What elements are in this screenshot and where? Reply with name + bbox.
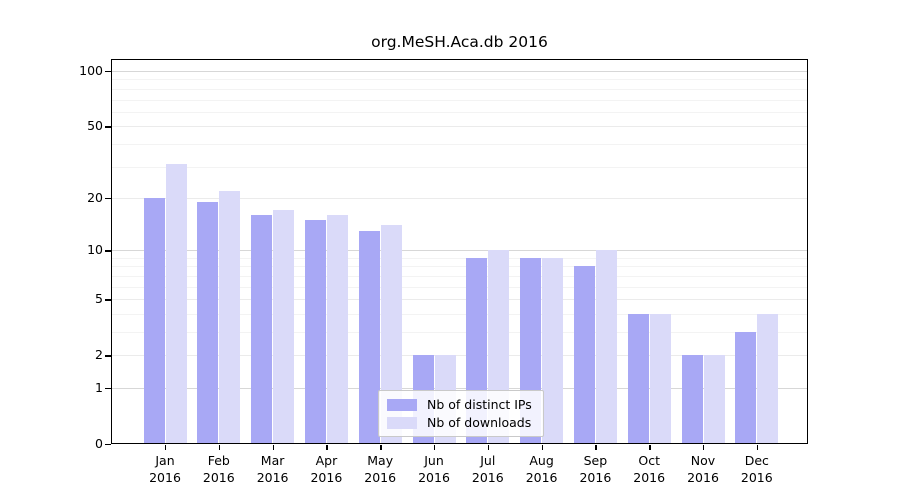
x-tick-apr	[326, 445, 328, 450]
y-tick-label-5: 5	[95, 291, 103, 307]
x-tick-may	[380, 445, 382, 450]
bar-downloads-dec	[757, 313, 779, 444]
legend-swatch-distinct-ips	[387, 398, 417, 411]
bar-distinct-ips-apr	[304, 219, 326, 444]
y-tick-100	[105, 71, 111, 73]
legend-swatch-downloads	[387, 416, 417, 429]
y-tick-0	[105, 444, 111, 446]
gridline-4	[111, 313, 808, 315]
x-tick-label-may: May 2016	[364, 453, 397, 485]
y-tick-label-20: 20	[87, 189, 103, 205]
gridline-1	[111, 388, 808, 389]
bar-downloads-nov	[703, 355, 725, 444]
legend-label-downloads: Nb of downloads	[427, 415, 532, 430]
x-tick-sep	[595, 445, 597, 450]
y-tick-20	[105, 197, 111, 200]
x-tick-label-jan: Jan 2016	[149, 453, 181, 485]
bar-distinct-ips-may	[358, 230, 380, 444]
gridline-60	[111, 111, 808, 113]
bar-downloads-jan	[165, 163, 187, 444]
legend-item-downloads: Nb of downloads	[387, 415, 543, 430]
bars-layer	[111, 59, 808, 444]
y-tick-label-100: 100	[79, 63, 103, 78]
gridline-10	[111, 250, 808, 252]
gridline-5	[111, 299, 808, 301]
gridline-7	[111, 275, 808, 277]
gridline-6	[111, 286, 808, 288]
gridline-2	[111, 355, 808, 357]
x-tick-oct	[649, 445, 651, 450]
x-tick-label-apr: Apr 2016	[310, 453, 343, 485]
x-tick-label-mar: Mar 2016	[256, 453, 289, 485]
bar-distinct-ips-dec	[735, 332, 757, 444]
x-tick-label-sep: Sep 2016	[579, 453, 612, 485]
x-tick-label-jun: Jun 2016	[418, 453, 450, 485]
gridline-9	[111, 257, 808, 259]
x-tick-label-oct: Oct 2016	[633, 453, 666, 485]
y-tick-label-10: 10	[87, 242, 103, 258]
bar-downloads-feb	[219, 190, 241, 444]
x-tick-label-feb: Feb 2016	[202, 453, 235, 485]
x-tick-jul	[487, 445, 490, 450]
gridline-50	[111, 126, 808, 128]
bar-downloads-oct	[649, 313, 671, 444]
bar-downloads-aug	[542, 257, 564, 444]
bar-downloads-sep	[595, 250, 617, 444]
bar-distinct-ips-feb	[197, 201, 219, 444]
gridline-30	[111, 166, 808, 168]
legend: Nb of distinct IPs Nb of downloads	[378, 390, 544, 437]
y-tick-5	[105, 299, 111, 301]
gridline-80	[111, 88, 808, 90]
y-tick-label-0: 0	[95, 436, 103, 451]
bar-downloads-apr	[326, 215, 348, 444]
bar-distinct-ips-nov	[681, 355, 703, 444]
gridline-100	[111, 71, 808, 72]
gridline-40	[111, 143, 808, 145]
x-tick-aug	[541, 445, 543, 450]
x-tick-label-aug: Aug 2016	[525, 453, 558, 485]
y-tick-1	[105, 388, 111, 390]
y-tick-label-50: 50	[87, 118, 103, 134]
gridline-3	[111, 332, 808, 333]
x-tick-mar	[272, 445, 274, 450]
x-tick-jan	[165, 445, 167, 450]
plot-area	[111, 59, 808, 444]
gridline-90	[111, 79, 808, 81]
gridline-20	[111, 197, 808, 199]
legend-item-distinct-ips: Nb of distinct IPs	[387, 397, 543, 412]
chart-title: org.MeSH.Aca.db 2016	[371, 33, 548, 51]
bar-downloads-mar	[273, 210, 295, 444]
x-tick-label-nov: Nov 2016	[687, 453, 719, 485]
x-tick-label-dec: Dec 2016	[740, 453, 773, 485]
y-tick-label-1: 1	[95, 380, 103, 395]
gridline-70	[111, 99, 808, 101]
bar-distinct-ips-jan	[143, 197, 165, 444]
y-tick-10	[105, 250, 111, 252]
bar-downloads-may	[380, 225, 402, 444]
legend-label-distinct-ips: Nb of distinct IPs	[427, 397, 532, 412]
x-tick-label-jul: Jul 2016	[471, 453, 504, 485]
y-tick-label-2: 2	[95, 347, 103, 363]
gridlines-layer	[111, 59, 808, 444]
bar-distinct-ips-mar	[251, 215, 273, 444]
x-tick-feb	[218, 445, 221, 450]
bar-distinct-ips-sep	[573, 266, 595, 444]
bar-distinct-ips-oct	[627, 313, 649, 444]
gridline-8	[111, 266, 808, 268]
x-tick-nov	[703, 445, 705, 450]
y-tick-50	[105, 126, 111, 128]
x-tick-jun	[434, 445, 436, 450]
y-tick-2	[105, 355, 111, 357]
x-tick-dec	[756, 445, 759, 450]
